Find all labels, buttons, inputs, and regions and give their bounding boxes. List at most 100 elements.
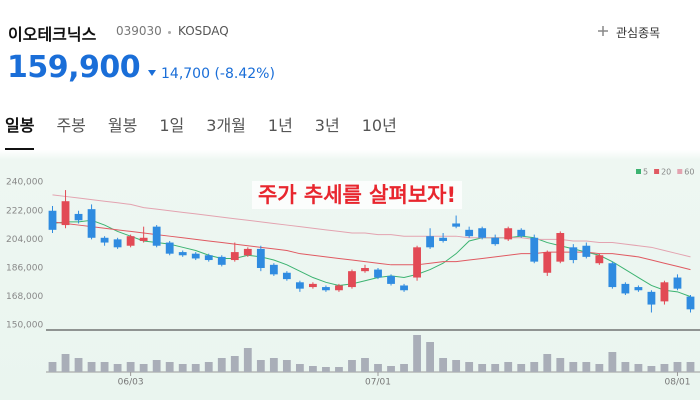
candle-body xyxy=(452,223,461,227)
stock-name[interactable]: 이오테크닉스 xyxy=(8,25,97,44)
volume-bar xyxy=(556,358,565,372)
candle-body xyxy=(87,209,96,238)
volume-bar xyxy=(113,364,122,372)
candle-body xyxy=(439,237,448,241)
annotation-background xyxy=(251,181,463,209)
candle-body xyxy=(517,229,526,237)
tab[interactable]: 10년 xyxy=(361,116,397,135)
candle-body xyxy=(113,239,122,248)
tab[interactable]: 주봉 xyxy=(56,116,86,135)
candle-body xyxy=(647,291,656,305)
candle-body xyxy=(673,277,682,289)
y-tick-label: 168,000 xyxy=(6,292,43,302)
x-tick-label: 06/03 xyxy=(118,378,144,388)
plus-icon[interactable] xyxy=(597,25,609,37)
x-tick-label: 07/01 xyxy=(365,378,391,388)
candle-body xyxy=(139,237,148,241)
volume-bar xyxy=(595,364,604,372)
x-tick-label: 08/01 xyxy=(665,378,691,388)
candle-body xyxy=(387,275,395,284)
price: 159,900 xyxy=(7,50,141,85)
candle-body xyxy=(178,252,187,256)
legend-swatch xyxy=(654,169,660,174)
volume-bar xyxy=(126,362,135,372)
volume-bar xyxy=(282,360,291,372)
volume-bar xyxy=(673,362,682,372)
volume-bar xyxy=(139,364,148,372)
volume-bar xyxy=(269,358,278,372)
moving-average-line xyxy=(52,194,691,258)
volume-bar xyxy=(478,364,487,372)
watch-button[interactable]: 관심종목 xyxy=(616,26,661,40)
volume-bar xyxy=(647,366,656,372)
candle-body xyxy=(204,255,213,261)
volume-bar xyxy=(621,362,630,372)
y-tick-label: 222,000 xyxy=(6,206,43,216)
volume-bar xyxy=(504,362,513,372)
candle-body xyxy=(217,256,226,265)
tab[interactable]: 3년 xyxy=(314,116,340,135)
volume-bar xyxy=(295,364,304,372)
candle-body xyxy=(621,283,630,294)
candle-body xyxy=(74,213,83,221)
annotation: 주가 추세를 살펴보자! xyxy=(251,181,463,209)
volume-bar xyxy=(152,360,161,372)
tab[interactable]: 3개월 xyxy=(206,116,246,135)
volume-bar xyxy=(217,358,226,372)
candle-body xyxy=(374,269,382,278)
volume-bar xyxy=(165,362,174,372)
down-arrow xyxy=(148,70,156,76)
moving-average-line xyxy=(52,221,691,271)
change-amount: 14,700 xyxy=(161,66,210,82)
volume-bar xyxy=(660,364,669,372)
volume-bar xyxy=(465,362,474,372)
candle-body xyxy=(608,263,617,288)
change-percent: (-8.42%) xyxy=(214,66,275,82)
tab[interactable]: 월봉 xyxy=(107,116,138,135)
volume-bar xyxy=(530,362,539,372)
volume-bar xyxy=(74,358,83,372)
separator-dot xyxy=(168,31,171,34)
candle-body xyxy=(530,237,539,262)
volume-bar xyxy=(686,362,695,372)
candle-body xyxy=(61,201,70,226)
tab[interactable]: 1년 xyxy=(267,116,293,135)
y-tick-label: 186,000 xyxy=(6,263,43,273)
candle-body xyxy=(348,271,356,288)
volume-bar xyxy=(335,367,343,372)
candle-body xyxy=(256,248,265,268)
volume-bar xyxy=(204,362,213,372)
y-tick-label: 240,000 xyxy=(6,178,43,188)
tab[interactable]: 1일 xyxy=(159,116,185,135)
candle-body xyxy=(491,237,500,245)
volume-bar xyxy=(608,352,617,372)
candle-body xyxy=(269,264,278,275)
volume-bar xyxy=(309,366,317,372)
candle-body xyxy=(465,229,474,237)
candle-body xyxy=(295,282,304,289)
volume-bar xyxy=(256,360,265,372)
volume-bar xyxy=(426,342,434,372)
tab[interactable]: 일봉 xyxy=(5,112,35,150)
candle-body xyxy=(686,296,695,310)
candle-body xyxy=(504,228,513,240)
candle-body xyxy=(322,287,330,291)
candle-body xyxy=(582,245,591,257)
legend-label: 20 xyxy=(661,168,671,177)
candle-body xyxy=(230,252,239,261)
change: 14,700 (-8.42%) xyxy=(161,66,275,82)
candle-body xyxy=(478,228,487,238)
legend-label: 5 xyxy=(643,168,648,177)
candle-body xyxy=(243,248,252,256)
volume-bar xyxy=(100,362,109,372)
candle-body xyxy=(126,236,135,246)
candle-body xyxy=(152,226,161,246)
volume-bar xyxy=(61,354,70,372)
y-tick-label: 150,000 xyxy=(6,321,43,331)
candle-body xyxy=(165,242,174,254)
volume-bar xyxy=(582,362,591,372)
annotation-text: 주가 추세를 살펴보자! xyxy=(258,183,456,207)
volume-bar xyxy=(439,358,448,372)
